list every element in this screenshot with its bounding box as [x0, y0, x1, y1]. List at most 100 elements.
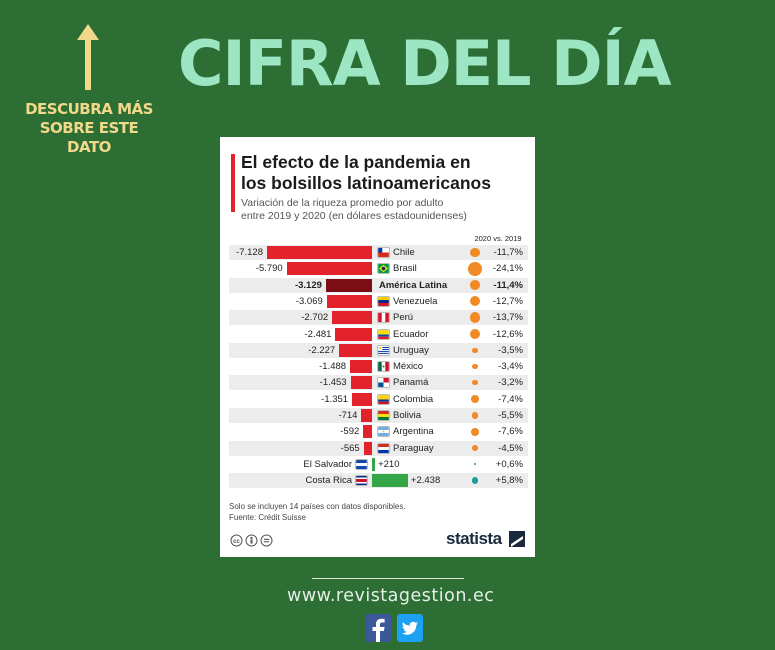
- percent-label: -11,4%: [493, 279, 523, 291]
- mexico-flag-icon: [377, 361, 390, 373]
- bolivia-flag-icon: [377, 410, 390, 421]
- percent-dot: [471, 427, 479, 436]
- table-row: -5.790 Brasil -24,1%: [229, 261, 528, 276]
- colombia-flag-icon: [377, 393, 390, 405]
- promo-line-1: DESCUBRA MÁS: [25, 100, 153, 118]
- table-row: -714 Bolivia -5,5%: [229, 408, 528, 423]
- argentina-flag-icon: [377, 426, 390, 438]
- twitter-icon[interactable]: [397, 614, 423, 642]
- facebook-icon[interactable]: [365, 614, 391, 642]
- data-label: -7.128: [236, 247, 263, 258]
- percent-dot: [472, 347, 478, 353]
- percent-dot: [468, 261, 482, 276]
- percent-dot: [469, 328, 481, 340]
- percent-dot: [471, 445, 479, 452]
- venezuela-flag-icon: [377, 295, 390, 307]
- percent-label: -3,2%: [498, 377, 523, 389]
- country-label: Colombia: [393, 393, 434, 405]
- chart-title-line-1: El efecto de la pandemia en: [241, 152, 471, 172]
- bar: [339, 343, 372, 357]
- country-label: Venezuela: [393, 295, 438, 307]
- country-label: Chile: [393, 247, 415, 258]
- data-label: +210: [378, 458, 400, 470]
- table-row: -2.227 Uruguay -3,5%: [229, 342, 528, 358]
- bar: [363, 441, 372, 455]
- website-url[interactable]: www.revistagestion.ec: [287, 586, 495, 606]
- percent-label: -11,7%: [493, 247, 523, 258]
- bar: [326, 294, 372, 308]
- data-label: -565: [340, 442, 360, 454]
- data-label: -2.702: [301, 312, 329, 324]
- bar: [332, 311, 372, 325]
- percent-dot: [470, 247, 480, 258]
- percent-dot: [469, 296, 481, 307]
- percent-label: -3,5%: [498, 344, 523, 356]
- percent-dot: [471, 395, 479, 404]
- bar: [372, 474, 408, 488]
- percent-label: -13,7%: [492, 312, 523, 324]
- costa-rica-flag-icon: [355, 475, 368, 487]
- data-label: -5.790: [255, 263, 283, 275]
- chile-flag-icon: [377, 247, 390, 258]
- country-label: Perú: [393, 312, 414, 324]
- chart-title: El efecto de la pandemia en los bolsillo…: [241, 152, 531, 194]
- country-label: El Salvador: [303, 458, 352, 470]
- bar: [267, 246, 372, 259]
- creative-commons-icon[interactable]: cc: [230, 534, 280, 547]
- table-row: +210 El Salvador +0,6%: [229, 457, 528, 472]
- country-label: Panamá: [393, 377, 429, 389]
- table-row: -565 Paraguay -4,5%: [229, 440, 528, 456]
- table-row: -2.702 Perú -13,7%: [229, 310, 528, 326]
- country-label: Ecuador: [393, 328, 429, 340]
- percent-dot: [469, 312, 481, 323]
- title-accent-bar: [231, 154, 235, 212]
- statista-logo-text[interactable]: statista: [446, 529, 502, 548]
- up-arrow-icon: [77, 24, 99, 90]
- country-label: Bolivia: [393, 410, 421, 421]
- svg-text:cc: cc: [233, 539, 240, 545]
- table-row: -1.453 Panamá -3,2%: [229, 375, 528, 391]
- table-row: -3.129 América Latina -11,4%: [229, 277, 528, 293]
- percent-label: -5,5%: [498, 410, 523, 421]
- percent-label: -24,1%: [492, 263, 523, 275]
- percent-label: -12,7%: [492, 295, 523, 307]
- chart-card: El efecto de la pandemia en los bolsillo…: [220, 137, 535, 557]
- data-label: -3.129: [294, 279, 322, 291]
- country-label: América Latina: [379, 279, 448, 291]
- data-label: +2.438: [410, 475, 441, 487]
- table-row: +2.438 Costa Rica +5,8%: [229, 473, 528, 489]
- uruguay-flag-icon: [377, 344, 390, 356]
- table-row: -7.128 Chile -11,7%: [229, 245, 528, 260]
- percent-dot: [470, 280, 480, 290]
- statista-logo-icon: [509, 531, 525, 547]
- percent-label: -7,4%: [498, 393, 523, 405]
- chart-subtitle: Variación de la riqueza promedio por adu…: [241, 197, 531, 223]
- promo-text[interactable]: DESCUBRA MÁS SOBRE ESTE DATO: [22, 100, 156, 157]
- bar: [363, 425, 372, 439]
- country-label: México: [393, 361, 424, 373]
- table-row: -1.488 México -3,4%: [229, 359, 528, 374]
- percent-label: -3,4%: [498, 361, 523, 373]
- data-label: -2.227: [308, 344, 336, 356]
- table-row: -1.351 Colombia -7,4%: [229, 392, 528, 407]
- ecuador-flag-icon: [377, 328, 390, 340]
- brazil-flag-icon: [377, 263, 390, 275]
- data-label: -714: [338, 410, 358, 421]
- percent-label: -4,5%: [498, 442, 523, 454]
- data-label: -1.453: [319, 377, 347, 389]
- percent-dot: [473, 463, 477, 466]
- data-label: -1.488: [319, 361, 347, 373]
- percent-column-header: 2020 vs. 2019: [474, 234, 522, 243]
- percent-label: +5,8%: [495, 475, 523, 487]
- footnote: Solo se incluyen 14 países con datos dis…: [229, 502, 406, 511]
- data-label: -3.069: [295, 295, 323, 307]
- bar: [286, 262, 372, 276]
- paraguay-flag-icon: [377, 442, 390, 454]
- promo-line-2: SOBRE ESTE DATO: [39, 119, 139, 156]
- bar: [352, 392, 372, 406]
- percent-label: -12,6%: [492, 328, 523, 340]
- headline: CIFRA DEL DÍA: [178, 27, 672, 100]
- data-label: -1.351: [321, 393, 349, 405]
- country-label: Brasil: [393, 263, 417, 275]
- bar: [350, 360, 372, 374]
